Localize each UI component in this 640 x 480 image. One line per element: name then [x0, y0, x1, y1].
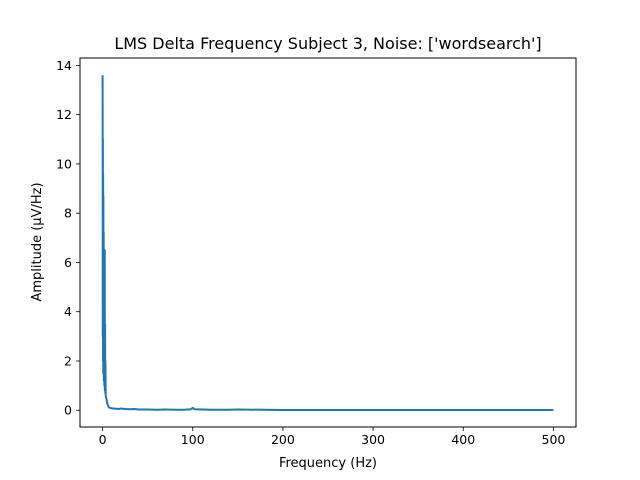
x-axis-ticks: 0 100 200 300 400 500 [99, 427, 566, 447]
x-tick-label: 100 [181, 432, 205, 447]
y-tick-label: 0 [64, 403, 72, 418]
chart-title: LMS Delta Frequency Subject 3, Noise: ['… [114, 34, 541, 53]
y-axis-label: Amplitude (μV/Hz) [30, 182, 45, 301]
y-axis-ticks: 0 2 4 6 8 10 12 14 [56, 58, 80, 418]
y-tick-label: 2 [64, 353, 72, 368]
x-tick-label: 0 [99, 432, 107, 447]
plot-layer [101, 75, 554, 411]
axes-frame [79, 57, 577, 428]
x-axis-label: Frequency (Hz) [279, 456, 377, 471]
x-tick-label: 500 [542, 432, 566, 447]
y-tick-label: 10 [56, 156, 72, 171]
y-tick-label: 12 [56, 107, 72, 122]
y-tick-label: 6 [64, 255, 72, 270]
x-tick-label: 200 [271, 432, 295, 447]
y-tick-label: 8 [64, 206, 72, 221]
y-tick-label: 14 [56, 58, 72, 73]
x-tick-label: 400 [451, 432, 475, 447]
series-line [101, 75, 554, 411]
x-tick-label: 300 [361, 432, 385, 447]
y-tick-label: 4 [64, 304, 72, 319]
